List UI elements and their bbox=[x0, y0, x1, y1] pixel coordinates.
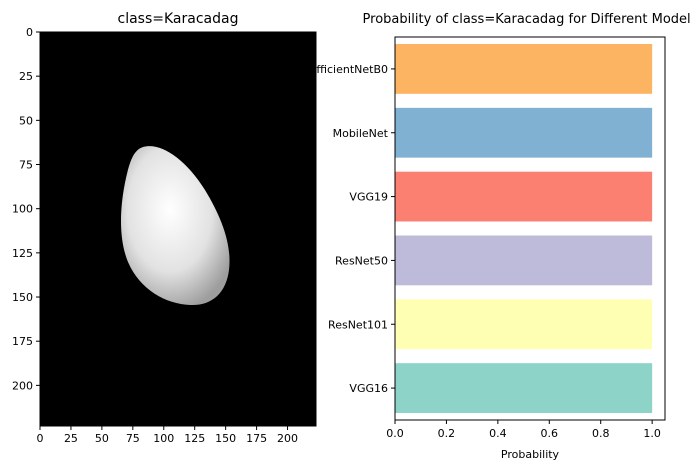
bar-vgg16 bbox=[395, 363, 653, 413]
image-y-axis: 0 25 50 75 100 125 150 175 200 bbox=[12, 26, 40, 392]
image-y-tick-label: 0 bbox=[26, 26, 33, 39]
image-x-tick-label: 100 bbox=[153, 432, 174, 445]
image-x-tick-label: 25 bbox=[64, 432, 78, 445]
bar-x-tick-label: 1.0 bbox=[643, 427, 661, 440]
image-y-tick-label: 50 bbox=[19, 114, 33, 127]
image-y-tick-label: 150 bbox=[12, 291, 33, 304]
image-x-tick-label: 0 bbox=[37, 432, 44, 445]
bar-chart-frame bbox=[394, 36, 666, 421]
bar-chart-title: Probability of class=Karacadag for Diffe… bbox=[363, 12, 690, 27]
bar-category-label: VGG19 bbox=[349, 191, 388, 204]
image-x-axis: 0 25 50 75 100 125 150 175 200 bbox=[37, 426, 298, 445]
bar-x-axis: 0.0 0.2 0.4 0.6 0.8 1.0 bbox=[386, 420, 661, 440]
image-y-tick-label: 100 bbox=[12, 203, 33, 216]
bar-x-tick-label: 0.8 bbox=[592, 427, 610, 440]
bar-category-label: ResNet50 bbox=[335, 254, 388, 267]
image-frame bbox=[39, 31, 317, 427]
bar-x-tick-label: 0.0 bbox=[386, 427, 404, 440]
bar-x-tick-label: 0.2 bbox=[438, 427, 456, 440]
bar-category-label: EfficientNetB0 bbox=[309, 63, 388, 76]
bar-chart-panel: Probability of class=Karacadag for Diffe… bbox=[309, 12, 690, 461]
bar-x-tick-label: 0.4 bbox=[489, 427, 507, 440]
bar-resnet101 bbox=[395, 299, 653, 350]
image-y-tick-label: 200 bbox=[12, 379, 33, 392]
image-x-tick-label: 50 bbox=[95, 432, 109, 445]
bar-x-axis-label: Probability bbox=[501, 448, 560, 461]
image-y-tick-label: 25 bbox=[19, 70, 33, 83]
bar-category-label: MobileNet bbox=[333, 127, 389, 140]
bar-category-label: VGG16 bbox=[349, 382, 388, 395]
image-y-tick-label: 175 bbox=[12, 335, 33, 348]
image-panel: class=Karacadag 0 25 50 75 100 125 150 175 200 0… bbox=[12, 11, 317, 445]
bar-efficientnetb0 bbox=[395, 44, 653, 94]
bars-group bbox=[395, 44, 653, 413]
bar-x-tick-label: 0.6 bbox=[541, 427, 559, 440]
bar-resnet50 bbox=[395, 235, 653, 286]
image-x-tick-label: 75 bbox=[126, 432, 140, 445]
image-title: class=Karacadag bbox=[118, 11, 239, 27]
image-x-tick-label: 175 bbox=[246, 432, 267, 445]
bar-y-axis: EfficientNetB0 MobileNet VGG19 ResNet50 ResN… bbox=[309, 63, 395, 395]
image-y-tick-label: 125 bbox=[12, 247, 33, 260]
bar-vgg19 bbox=[395, 171, 653, 222]
bar-category-label: ResNet101 bbox=[328, 318, 388, 331]
image-x-tick-label: 200 bbox=[277, 432, 298, 445]
image-x-tick-label: 125 bbox=[184, 432, 205, 445]
bar-mobilenet bbox=[395, 107, 653, 158]
rice-grain-image bbox=[121, 146, 230, 306]
image-y-tick-label: 75 bbox=[19, 159, 33, 172]
image-x-tick-label: 150 bbox=[215, 432, 236, 445]
